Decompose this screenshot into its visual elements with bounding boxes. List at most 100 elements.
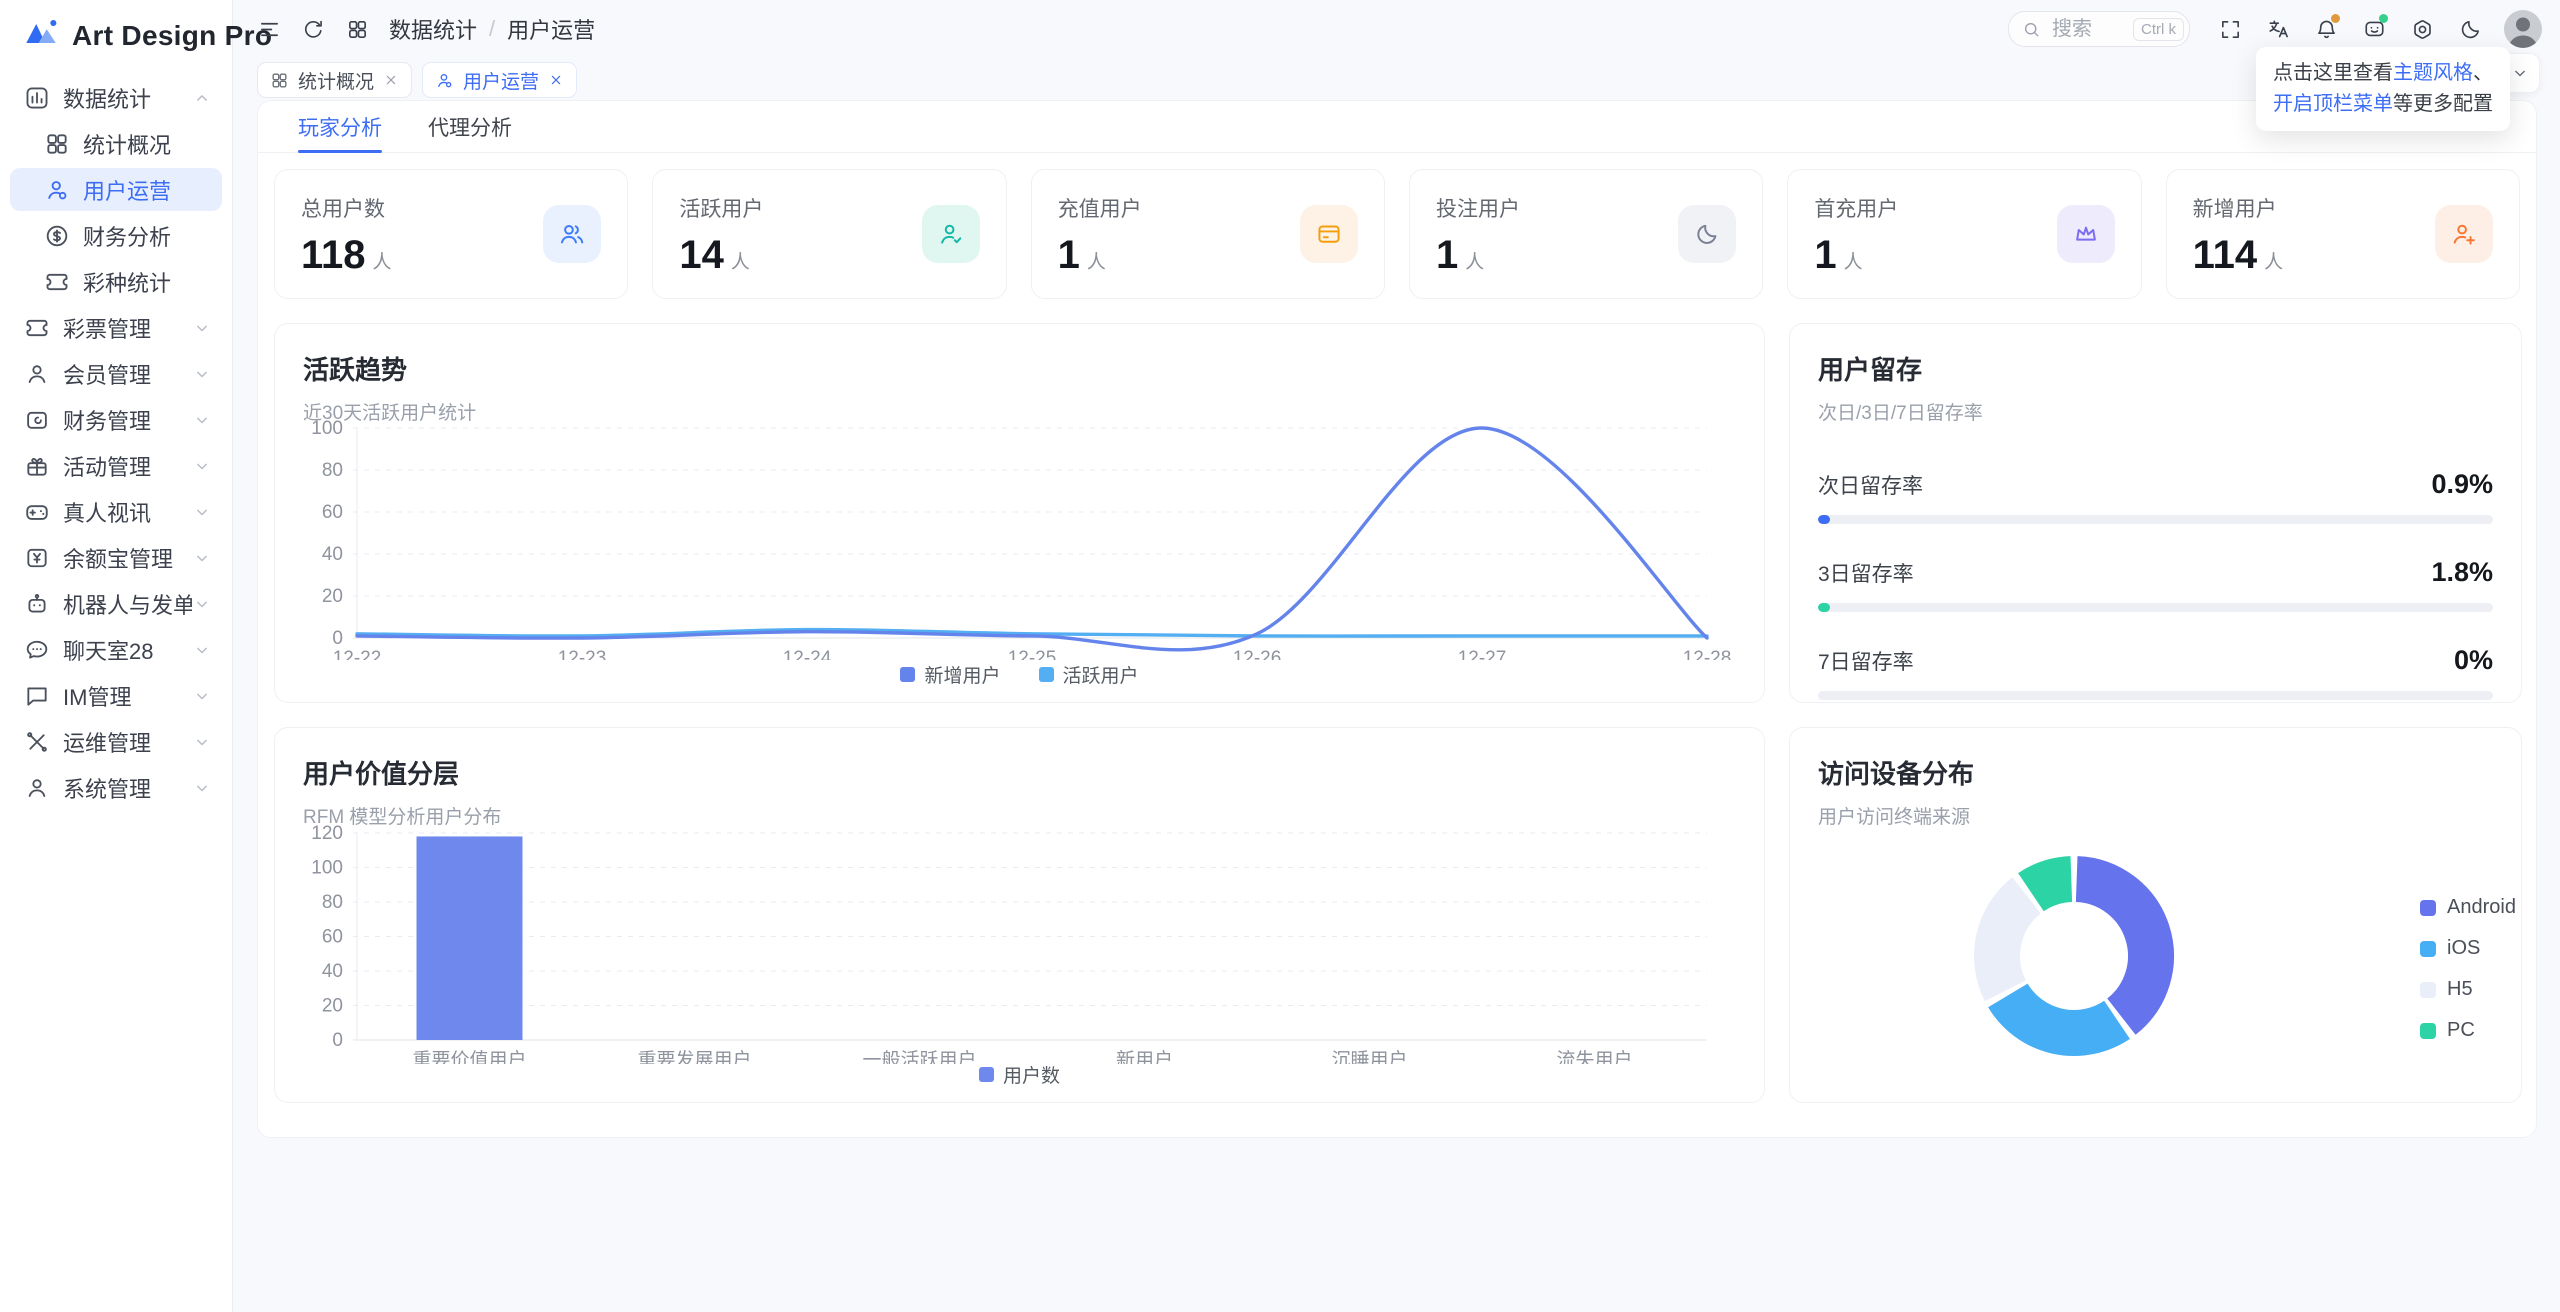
retention-value: 0% xyxy=(2453,645,2493,675)
svg-text:一般活跃用户: 一般活跃用户 xyxy=(862,1049,976,1064)
legend-label: 用户数 xyxy=(1002,1066,1060,1087)
sidebar-item-2[interactable]: 会员管理 xyxy=(10,352,222,395)
stat-value: 1 xyxy=(1814,233,1837,277)
user-avatar[interactable] xyxy=(2504,10,2542,48)
user-gear-icon xyxy=(435,71,454,90)
chevron-down-icon xyxy=(192,686,212,706)
retention-row-2: 7日留存率 0% xyxy=(1818,645,2493,700)
device-legend-item-3[interactable]: PC xyxy=(2420,1019,2516,1042)
content-tab-0[interactable]: 玩家分析 xyxy=(298,101,382,153)
quick-apps-button[interactable] xyxy=(335,7,379,51)
sidebar-subitem-0-1[interactable]: 用户运营 xyxy=(10,168,222,211)
stat-icon-box xyxy=(2056,205,2115,263)
stat-icon-box xyxy=(2434,205,2493,263)
stat-icon-box xyxy=(543,205,602,263)
svg-text:60: 60 xyxy=(322,927,343,948)
stat-icon-box xyxy=(1678,205,1737,263)
retention-label: 7日留存率 xyxy=(1818,651,1914,674)
topbar-menu-link[interactable]: 开启顶栏菜单 xyxy=(2273,93,2393,115)
devices-title: 访问设备分布 xyxy=(1818,759,1975,789)
close-icon[interactable] xyxy=(383,72,399,88)
sidebar-item-label: 彩票管理 xyxy=(63,316,152,342)
sidebar-item-8[interactable]: 聊天室28 xyxy=(10,628,222,671)
close-icon[interactable] xyxy=(548,72,564,88)
sidebar-item-9[interactable]: IM管理 xyxy=(10,674,222,717)
language-button[interactable] xyxy=(2256,7,2300,51)
svg-text:12-25: 12-25 xyxy=(1008,648,1057,660)
tab-chip-1[interactable]: 用户运营 xyxy=(422,62,578,98)
dark-mode-button[interactable] xyxy=(2448,7,2492,51)
legend-item-0[interactable]: 新增用户 xyxy=(900,661,1001,688)
stat-info: 首充用户 1 人 xyxy=(1814,193,1898,275)
tab-bar: 统计概况 用户运营 xyxy=(233,53,2560,102)
ticket-icon xyxy=(24,315,50,341)
device-legend-item-1[interactable]: iOS xyxy=(2420,937,2516,960)
sidebar-item-5[interactable]: 真人视讯 xyxy=(10,490,222,533)
sidebar-item-1[interactable]: 彩票管理 xyxy=(10,306,222,349)
tooltip-text: 点击这里查看 xyxy=(2273,62,2393,84)
sidebar-subitem-0-0[interactable]: 统计概况 xyxy=(10,122,222,165)
stat-unit: 人 xyxy=(2264,252,2284,273)
notifications-button[interactable] xyxy=(2304,7,2348,51)
trend-line-chart: 0 20 40 60 80 100 12-22 12-23 12-24 12-25 12-26 12-… xyxy=(311,418,1732,660)
breadcrumb-separator: / xyxy=(489,16,496,41)
svg-text:12-26: 12-26 xyxy=(1233,648,1282,660)
sidebar-item-0[interactable]: 数据统计 xyxy=(10,76,222,119)
brand[interactable]: Art Design Pro xyxy=(0,0,272,67)
chevron-down-icon xyxy=(192,318,212,338)
legend-label: H5 xyxy=(2447,978,2473,1000)
sidebar-item-10[interactable]: 运维管理 xyxy=(10,720,222,763)
legend-item-1[interactable]: 活跃用户 xyxy=(1038,661,1139,688)
sidebar-subitem-0-2[interactable]: 财务分析 xyxy=(10,214,222,257)
devices-card: 访问设备分布 用户访问终端来源 Android iOS H5 PC xyxy=(1789,727,2522,1103)
stat-icon-box xyxy=(921,205,980,263)
fullscreen-button[interactable] xyxy=(2208,7,2252,51)
stat-label: 总用户数 xyxy=(301,198,385,221)
svg-text:0: 0 xyxy=(332,1030,343,1051)
legend-label: Android xyxy=(2447,896,2516,918)
retention-card: 用户留存 次日/3日/7日留存率 次日留存率 0.9% 3日留存率 1.8% 7日留存率… xyxy=(1789,323,2522,703)
breadcrumb-parent[interactable]: 数据统计 xyxy=(389,18,478,43)
sidebar-subitem-0-3[interactable]: 彩种统计 xyxy=(10,260,222,303)
notification-badge xyxy=(2331,14,2340,23)
sidebar-item-6[interactable]: 余额宝管理 xyxy=(10,536,222,579)
svg-text:20: 20 xyxy=(322,996,343,1017)
stat-card-1: 活跃用户 14 人 xyxy=(652,169,1007,299)
breadcrumb: 数据统计 / 用户运营 xyxy=(389,13,595,45)
device-legend-item-2[interactable]: H5 xyxy=(2420,978,2516,1001)
sidebar-item-3[interactable]: 财务管理 xyxy=(10,398,222,441)
devices-subtitle: 用户访问终端来源 xyxy=(1818,807,1971,828)
sidebar-item-4[interactable]: 活动管理 xyxy=(10,444,222,487)
search-input[interactable] xyxy=(2050,16,2124,42)
retention-row-top: 次日留存率 0.9% xyxy=(1818,469,2493,500)
user-cog-icon xyxy=(24,775,50,801)
legend-swatch xyxy=(2420,981,2436,998)
sidebar-item-7[interactable]: 机器人与发单 xyxy=(10,582,222,625)
chat-button[interactable] xyxy=(2352,7,2396,51)
search-box[interactable]: Ctrl k xyxy=(2008,11,2190,47)
chevron-down-icon xyxy=(192,410,212,430)
device-legend-item-0[interactable]: Android xyxy=(2420,896,2516,919)
stat-cards-row: 总用户数 118 人活跃用户 14 人充值用户 1 人投注用户 1 人首充用户 1 人新增用户 114… xyxy=(274,169,2520,299)
svg-text:40: 40 xyxy=(322,544,343,565)
tooltip-line-1: 点击这里查看主题风格、 xyxy=(2273,58,2493,89)
tab-chip-0[interactable]: 统计概况 xyxy=(257,62,413,98)
settings-button[interactable] xyxy=(2400,7,2444,51)
tab-chip-label: 用户运营 xyxy=(463,71,540,93)
refresh-button[interactable] xyxy=(291,7,335,51)
sidebar-subitem-label: 彩种统计 xyxy=(83,270,172,296)
menu-fold-button[interactable] xyxy=(247,7,291,51)
legend-label: 活跃用户 xyxy=(1062,666,1139,687)
stat-label: 充值用户 xyxy=(1057,198,1142,221)
retention-value: 0.9% xyxy=(2431,469,2493,499)
retention-label: 3日留存率 xyxy=(1818,563,1914,586)
theme-style-link[interactable]: 主题风格 xyxy=(2393,62,2473,84)
settings-tooltip: 点击这里查看主题风格、 开启顶栏菜单等更多配置 xyxy=(2256,47,2510,131)
wallet-icon xyxy=(24,407,50,433)
svg-text:12-28: 12-28 xyxy=(1683,648,1732,660)
sidebar-item-11[interactable]: 系统管理 xyxy=(10,766,222,809)
content-tab-1[interactable]: 代理分析 xyxy=(428,116,512,140)
legend-item-0[interactable]: 用户数 xyxy=(978,1061,1060,1088)
retention-rows: 次日留存率 0.9% 3日留存率 1.8% 7日留存率 0% xyxy=(1818,469,2493,700)
